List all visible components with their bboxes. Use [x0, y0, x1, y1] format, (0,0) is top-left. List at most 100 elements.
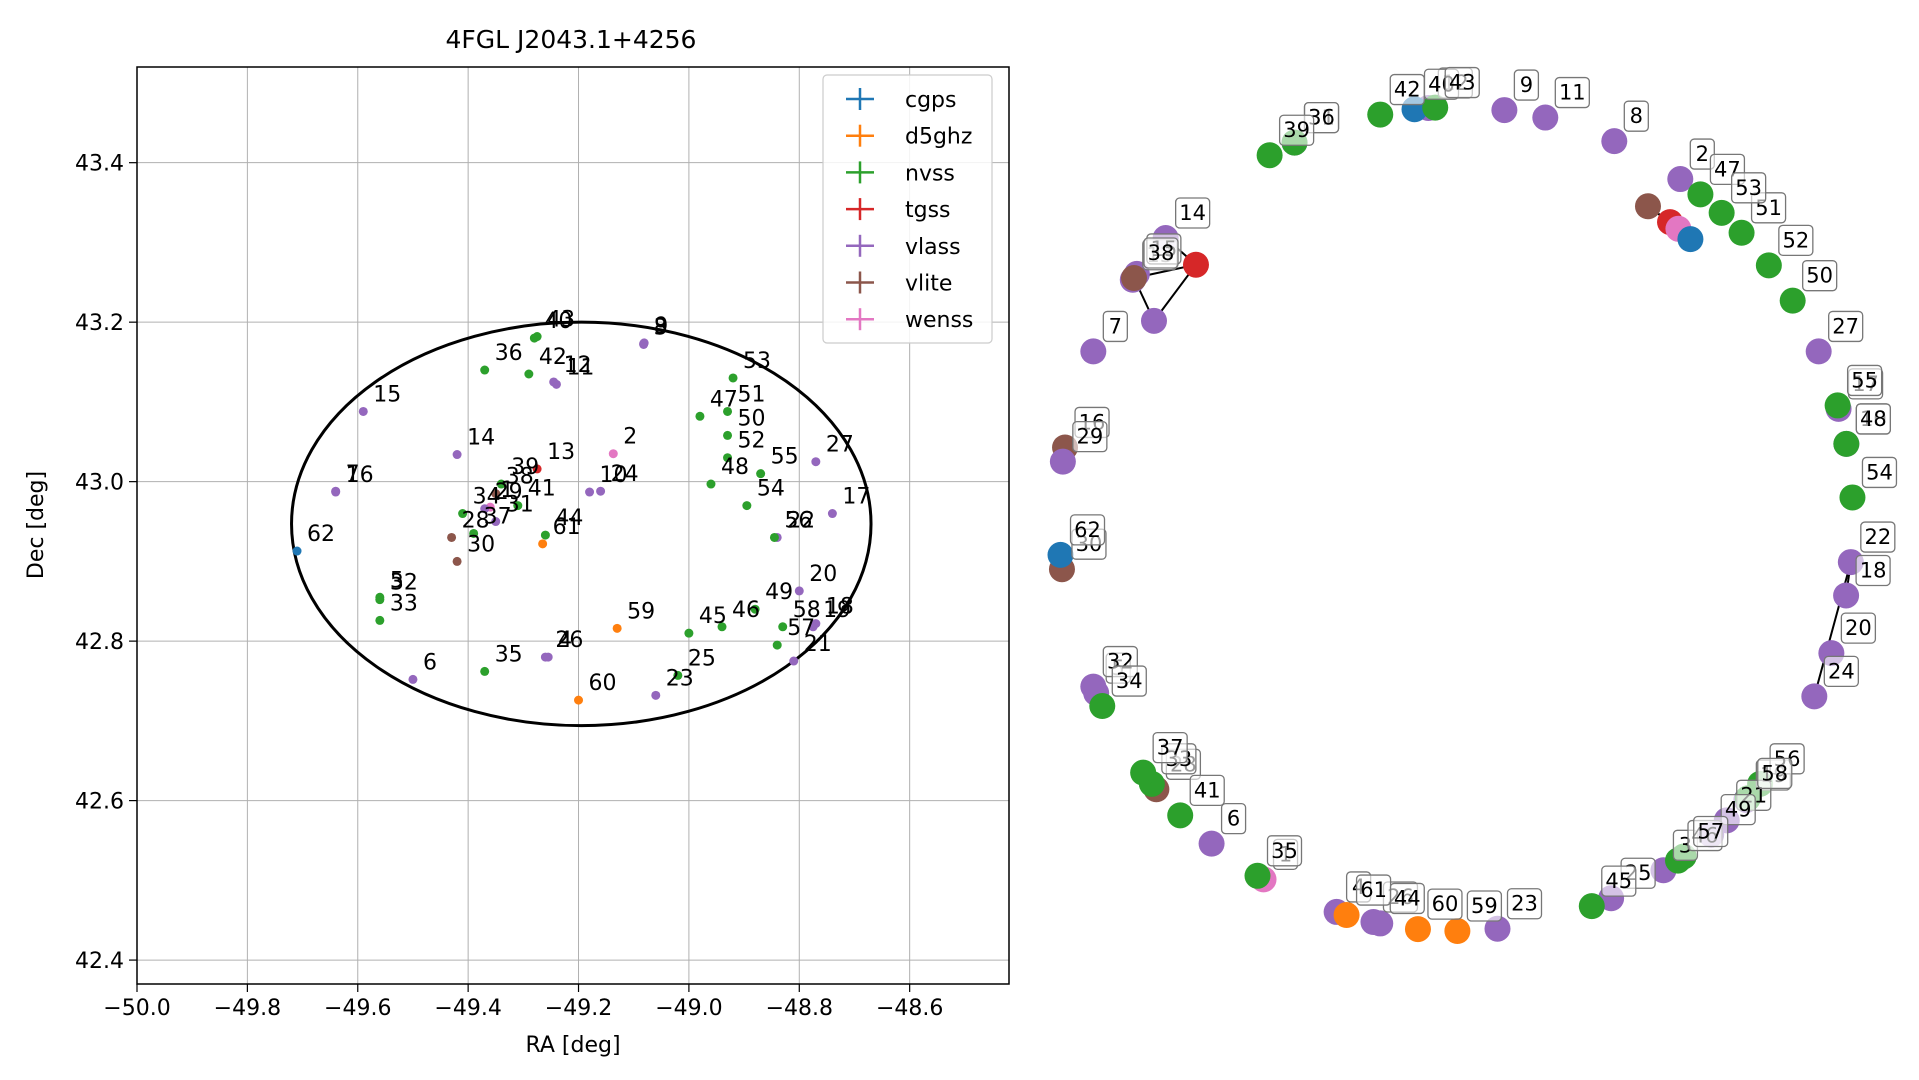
point-label: 58 — [793, 598, 821, 623]
ring-node — [1801, 683, 1828, 710]
data-points — [292, 332, 837, 705]
legend-label: nvss — [905, 161, 955, 186]
node-label-box — [1220, 803, 1247, 835]
point-labels: 1234567891011121314151617181920212223242… — [307, 308, 870, 697]
node-label: 60 — [1432, 892, 1459, 916]
data-point — [480, 504, 490, 514]
point-label: 33 — [390, 591, 418, 616]
data-point — [706, 479, 716, 489]
node-label-box — [1278, 114, 1315, 146]
ring-node — [1080, 338, 1107, 365]
node-label-box — [1152, 732, 1188, 764]
point-label: 27 — [826, 433, 854, 458]
point-label: 11 — [566, 355, 594, 380]
point-label: 14 — [467, 426, 495, 451]
node-label-box — [1693, 815, 1729, 848]
point-label: 40 — [544, 309, 572, 334]
node-label: 57 — [1697, 819, 1724, 843]
data-point — [375, 595, 385, 605]
node-label-box — [1355, 874, 1392, 906]
node-label: 22 — [1864, 525, 1891, 549]
node-label-box — [1823, 655, 1859, 688]
point-label: 3 — [654, 315, 668, 340]
node-label: 35 — [1271, 839, 1298, 863]
point-label: 48 — [721, 455, 749, 480]
y-tick-label: 43.2 — [75, 311, 124, 336]
ring-node — [1578, 893, 1605, 920]
node-label: 43 — [1449, 71, 1476, 95]
ring-node — [1130, 759, 1157, 786]
ring-node — [1532, 104, 1559, 131]
node-label-box — [1506, 888, 1543, 920]
point-label: 43 — [547, 308, 575, 333]
point-label: 49 — [765, 580, 793, 605]
legend-label: tgss — [905, 198, 951, 223]
node-label: 44 — [1394, 886, 1421, 910]
point-label: 53 — [743, 349, 771, 374]
node-label: 45 — [1605, 869, 1632, 893]
point-label: 57 — [787, 616, 815, 641]
node-label: 23 — [1511, 892, 1538, 916]
ring-node — [1198, 830, 1225, 857]
data-point — [723, 430, 733, 440]
point-label: 5 — [390, 568, 404, 593]
cluster-node — [1182, 251, 1209, 278]
data-point — [480, 666, 490, 676]
node-label-box — [1069, 514, 1106, 546]
legend-box — [822, 74, 993, 344]
point-label: 52 — [738, 429, 766, 454]
cluster-node — [1634, 193, 1661, 220]
node-label-box — [1111, 665, 1147, 697]
node-label-box — [1730, 172, 1767, 204]
x-tick-label: −49.2 — [545, 996, 612, 1021]
y-tick-label: 43.4 — [75, 152, 124, 177]
point-label: 46 — [732, 598, 760, 623]
point-label: 44 — [555, 506, 583, 531]
point-label: 42 — [539, 345, 567, 370]
node-label: 61 — [1360, 878, 1387, 902]
node-label: 14 — [1179, 201, 1206, 225]
ring-node — [1444, 917, 1471, 944]
data-point — [750, 604, 760, 614]
point-label: 9 — [654, 314, 668, 339]
ring-node — [1687, 181, 1714, 208]
data-point — [723, 406, 733, 416]
ring-node — [1047, 541, 1074, 568]
data-point — [524, 369, 534, 379]
left-scatter-panel: 4FGL J2043.1+4256 1234567891011121314151… — [24, 25, 1010, 1058]
point-label: 6 — [423, 650, 437, 675]
point-label: 10 — [600, 463, 628, 488]
node-label-box — [1444, 66, 1480, 99]
point-label: 13 — [547, 440, 575, 465]
ring-node — [1833, 430, 1860, 457]
error-ellipse — [290, 320, 873, 728]
ring-node — [1667, 166, 1694, 193]
node-label-box — [1860, 521, 1896, 553]
ring-node — [1167, 802, 1194, 829]
node-label: 34 — [1116, 669, 1143, 693]
node-label-box — [1601, 865, 1637, 897]
point-label: 31 — [506, 493, 534, 518]
point-label: 16 — [346, 463, 374, 488]
point-label: 60 — [589, 671, 617, 696]
data-point — [794, 586, 804, 596]
legend: cgps d5ghz nvss tgss vlass vlite wenss — [822, 74, 993, 344]
node-label: 59 — [1471, 894, 1498, 918]
point-label: 24 — [611, 462, 639, 487]
legend-label: vlite — [905, 272, 952, 297]
data-point — [789, 656, 799, 666]
node-label: 6 — [1227, 807, 1240, 831]
x-tick-label: −48.8 — [766, 996, 833, 1021]
data-point — [772, 640, 782, 650]
node-label: 20 — [1845, 616, 1872, 640]
ring-node — [1833, 582, 1860, 609]
ring-node — [1805, 338, 1832, 365]
cluster-node — [1140, 307, 1167, 334]
ring-node — [1367, 101, 1394, 128]
data-point — [532, 464, 542, 474]
data-point — [684, 628, 694, 638]
x-tick-label: −49.6 — [324, 996, 391, 1021]
point-label: 15 — [373, 382, 401, 407]
node-label: 53 — [1735, 176, 1762, 200]
